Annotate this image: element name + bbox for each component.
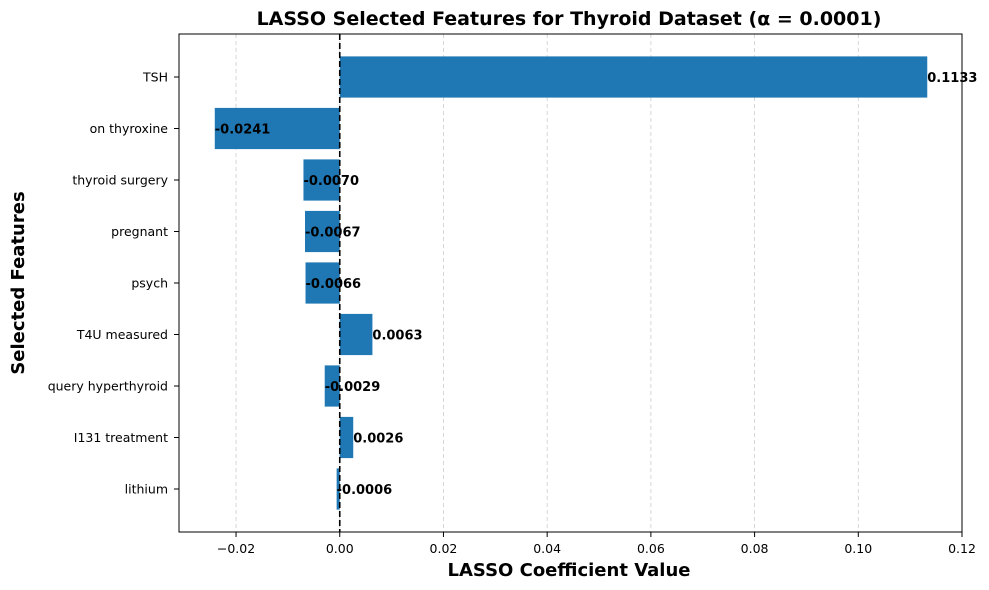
x-tick-label: 0.06 (637, 541, 665, 556)
x-tick-label: 0.02 (430, 541, 458, 556)
data-label: -0.0241 (215, 123, 271, 138)
bar-3 (303, 159, 340, 201)
chart-title: LASSO Selected Features for Thyroid Data… (257, 8, 882, 30)
y-tick-label: on thyroxine (90, 121, 169, 136)
data-label: 0.1133 (927, 71, 977, 86)
data-label: -0.0066 (306, 277, 362, 292)
data-label: -0.0006 (337, 483, 393, 498)
y-tick-label: I131 treatment (74, 430, 168, 445)
x-tick-label: 0.00 (326, 541, 354, 556)
bar-7 (324, 365, 340, 407)
x-tick-label: 0.10 (844, 541, 872, 556)
data-label: -0.0029 (325, 380, 381, 395)
bar-4 (305, 210, 340, 253)
y-tick-label: pregnant (111, 224, 168, 239)
y-tick-label: lithium (125, 482, 168, 497)
data-label: 0.0063 (372, 329, 422, 344)
y-tick-label: query hyperthyroid (48, 379, 168, 394)
bar-8 (339, 416, 354, 459)
bar-9 (336, 468, 340, 510)
x-tick-label: 0.04 (533, 541, 561, 556)
data-label: 0.0026 (353, 432, 403, 447)
data-labels-layer: 0.1133 -0.0241 -0.0070 -0.0067 -0.0066 0.0063… (215, 71, 978, 498)
x-tick-label: 0.12 (948, 541, 976, 556)
bars-layer (214, 56, 928, 510)
x-axis-label: LASSO Coefficient Value (448, 560, 691, 581)
y-tick-label: T4U measured (76, 327, 168, 342)
data-label: -0.0070 (303, 174, 359, 189)
bar-2 (214, 107, 340, 150)
y-tick-label: TSH (142, 70, 168, 85)
y-tick-label: thyroid surgery (72, 173, 168, 188)
y-axis-label: Selected Features (8, 191, 29, 374)
x-tick-label: −0.02 (217, 541, 255, 556)
y-tick-label: psych (131, 276, 168, 291)
data-label: -0.0067 (305, 226, 361, 241)
axes-layer: −0.02 0.00 0.02 0.04 0.06 0.08 0.10 0.12 TSH on t… (48, 33, 976, 556)
bar-1 (339, 56, 928, 98)
bar-5 (305, 262, 340, 304)
bar-6 (339, 313, 373, 356)
x-tick-label: 0.08 (741, 541, 769, 556)
